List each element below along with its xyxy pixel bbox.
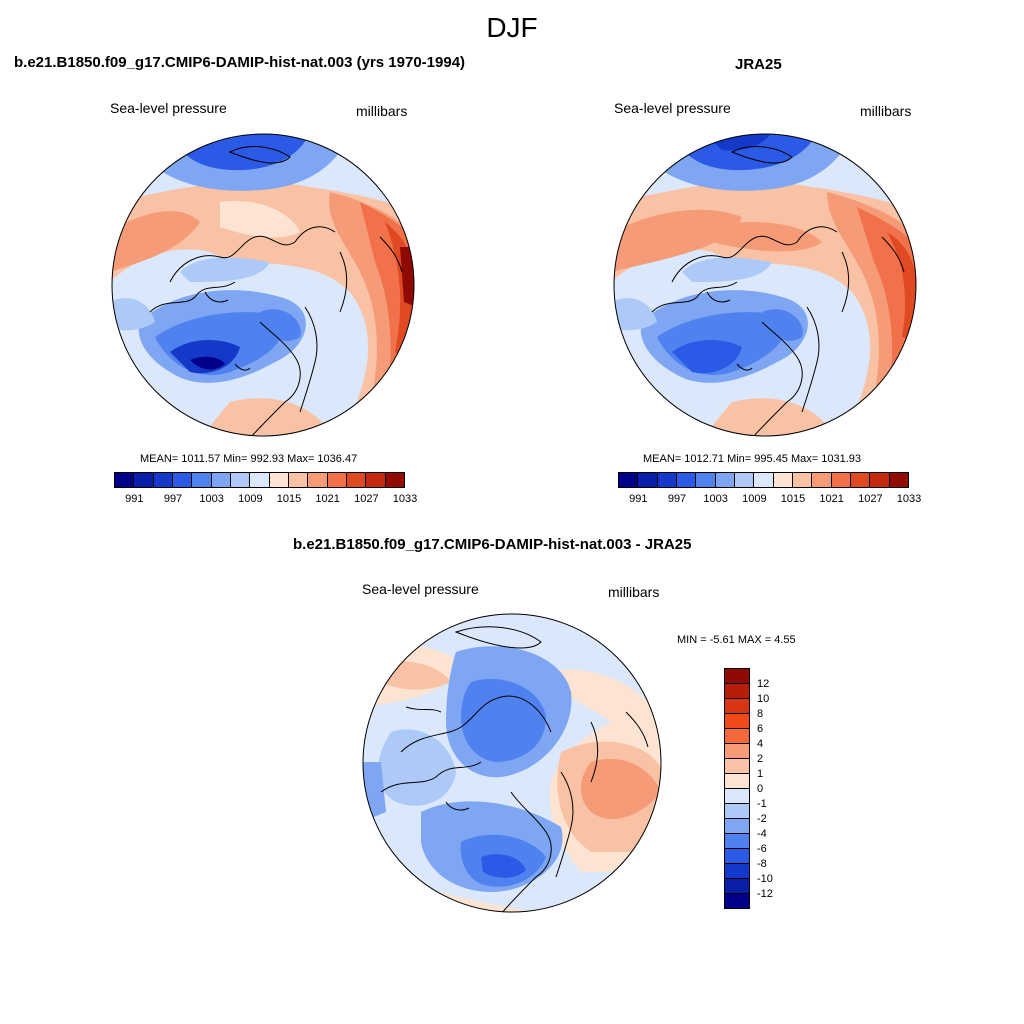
panel-2-variable: Sea-level pressure [614, 100, 731, 116]
panel-2-colorbar-tick-label: 1033 [896, 493, 922, 505]
panel-2-stats: MEAN= 1012.71 Min= 995.45 Max= 1031.93 [643, 453, 862, 465]
panel-3-colorbar-swatch [724, 818, 750, 834]
panel-1-colorbar-tick-label: 1021 [315, 493, 340, 505]
panel-3-colorbar-tick-label: 4 [757, 738, 764, 750]
panel-1-colorbar-swatch [345, 472, 367, 488]
panel-3-colorbar-swatch [724, 713, 750, 729]
panel-3-colorbar-swatch [724, 758, 750, 774]
panel-2-colorbar-swatch [791, 472, 813, 488]
panel-1-colorbar-swatch [307, 472, 328, 488]
panel-2-colorbar-swatch [637, 472, 658, 488]
panel-3-colorbar-tick-label: -10 [757, 873, 773, 885]
panel-1-colorbar-tick-label: 1027 [354, 493, 379, 505]
panel-3-stats: MIN = -5.61 MAX = 4.55 [677, 634, 796, 646]
panel-3-colorbar-tick-label: 1 [757, 768, 764, 780]
panel-3-colorbar-swatch [724, 878, 750, 894]
panel-2-colorbar-tick-label: 991 [629, 493, 648, 505]
panel-2-colorbar-tick-label: 1009 [742, 493, 767, 505]
panel-1-units: millibars [356, 103, 408, 119]
panel-3-colorbar-tick-label: -12 [757, 888, 773, 900]
panel-1-colorbar-tick-label: 1015 [276, 493, 302, 505]
panel-3-colorbar-swatch [724, 743, 750, 759]
panel-3-colorbar-tick-label: -6 [757, 843, 767, 855]
panel-3-colorbar-swatch [724, 803, 750, 819]
panel-1-colorbar-swatch [287, 472, 309, 488]
panel-3-colorbar-tick-label: -8 [757, 858, 767, 870]
figure-title: DJF [486, 12, 538, 43]
panel-2-colorbar-swatch [753, 472, 774, 488]
panel-3-colorbar-swatch [724, 728, 750, 744]
panel-3-colorbar-tick-label: 12 [757, 678, 770, 690]
panel-2-colorbar-tick-label: 1027 [858, 493, 883, 505]
panel-2-colorbar [618, 472, 909, 488]
panel-3-colorbar-tick-label: 0 [757, 783, 764, 795]
panel-2-colorbar-tick-label: 997 [667, 493, 687, 505]
panel-2-title: JRA25 [735, 56, 782, 73]
panel-1-colorbar-swatch [268, 472, 289, 488]
panel-3-units: millibars [608, 584, 660, 600]
panel-1-variable: Sea-level pressure [110, 100, 227, 116]
panel-3-colorbar-tick-label: -1 [757, 798, 767, 810]
panel-1-colorbar-swatch [229, 472, 251, 488]
panel-1-colorbar-swatch [191, 472, 212, 488]
panel-2-colorbar-swatch [888, 472, 909, 488]
panel-2-colorbar-swatch [849, 472, 871, 488]
panel-2-colorbar-tick-label: 1015 [780, 493, 806, 505]
panel-1-polar-map [111, 133, 415, 437]
panel-1-colorbar-tick-label: 991 [125, 493, 144, 505]
panel-3-colorbar-tick-label: 6 [757, 723, 764, 735]
panel-1-title: b.e21.B1850.f09_g17.CMIP6-DAMIP-hist-nat… [14, 54, 466, 71]
panel-3-colorbar-swatch [724, 833, 750, 849]
panel-2-colorbar-tick-label: 1003 [703, 493, 728, 505]
panel-2-colorbar-swatch [618, 472, 639, 488]
panel-3-colorbar-swatch [724, 863, 750, 879]
panel-3-colorbar-tick-label: 10 [757, 693, 770, 705]
panel-1-colorbar [114, 472, 405, 488]
panel-1-colorbar-swatch [114, 472, 135, 488]
panel-3-colorbar-tick-label: -4 [757, 828, 767, 840]
panel-1-colorbar-tick-label: 1009 [238, 493, 263, 505]
panel-3-title: b.e21.B1850.f09_g17.CMIP6-DAMIP-hist-nat… [293, 536, 692, 553]
panel-2-colorbar-swatch [656, 472, 677, 488]
panel-1-colorbar-swatch [171, 472, 193, 488]
panel-2-colorbar-swatch [714, 472, 735, 488]
panel-2-colorbar-swatch [811, 472, 832, 488]
panel-2-colorbar-swatch [830, 472, 851, 488]
panel-2-colorbar-swatch [733, 472, 755, 488]
panel-3-polar-map [362, 613, 662, 913]
panel-1-colorbar-tick-label: 1003 [199, 493, 224, 505]
panel-1-colorbar-swatch [152, 472, 173, 488]
panel-2-colorbar-tick-label: 1021 [819, 493, 844, 505]
panel-1-colorbar-tick-label: 1033 [392, 493, 418, 505]
panel-1-colorbar-swatch [326, 472, 347, 488]
panel-2-units: millibars [860, 103, 912, 119]
panel-3-colorbar-tick-label: -2 [757, 813, 767, 825]
panel-3-colorbar-swatch [724, 683, 750, 699]
panel-3-variable: Sea-level pressure [362, 581, 479, 597]
panel-1-colorbar-swatch [365, 472, 386, 488]
panel-1-colorbar-swatch [384, 472, 405, 488]
panel-1-colorbar-swatch [210, 472, 231, 488]
panel-3-colorbar [724, 668, 750, 909]
panel-2-colorbar-swatch [869, 472, 890, 488]
panel-3-colorbar-swatch [724, 848, 750, 864]
panel-3-colorbar-tick-label: 2 [757, 753, 764, 765]
panel-2-polar-map [613, 133, 917, 437]
panel-3-colorbar-swatch [724, 788, 750, 804]
panel-3-colorbar-tick-label: 8 [757, 708, 764, 720]
panel-2-colorbar-swatch [772, 472, 793, 488]
panel-3-colorbar-swatch [724, 698, 750, 714]
panel-1-colorbar-swatch [249, 472, 270, 488]
panel-1-stats: MEAN= 1011.57 Min= 992.93 Max= 1036.47 [140, 453, 358, 465]
panel-3-colorbar-swatch [724, 668, 750, 684]
panel-3-colorbar-swatch [724, 773, 750, 789]
panel-2-colorbar-swatch [695, 472, 716, 488]
panel-3-colorbar-swatch [724, 893, 750, 909]
panel-2-colorbar-swatch [675, 472, 697, 488]
panel-1-colorbar-swatch [133, 472, 154, 488]
panel-1-colorbar-tick-label: 997 [163, 493, 183, 505]
